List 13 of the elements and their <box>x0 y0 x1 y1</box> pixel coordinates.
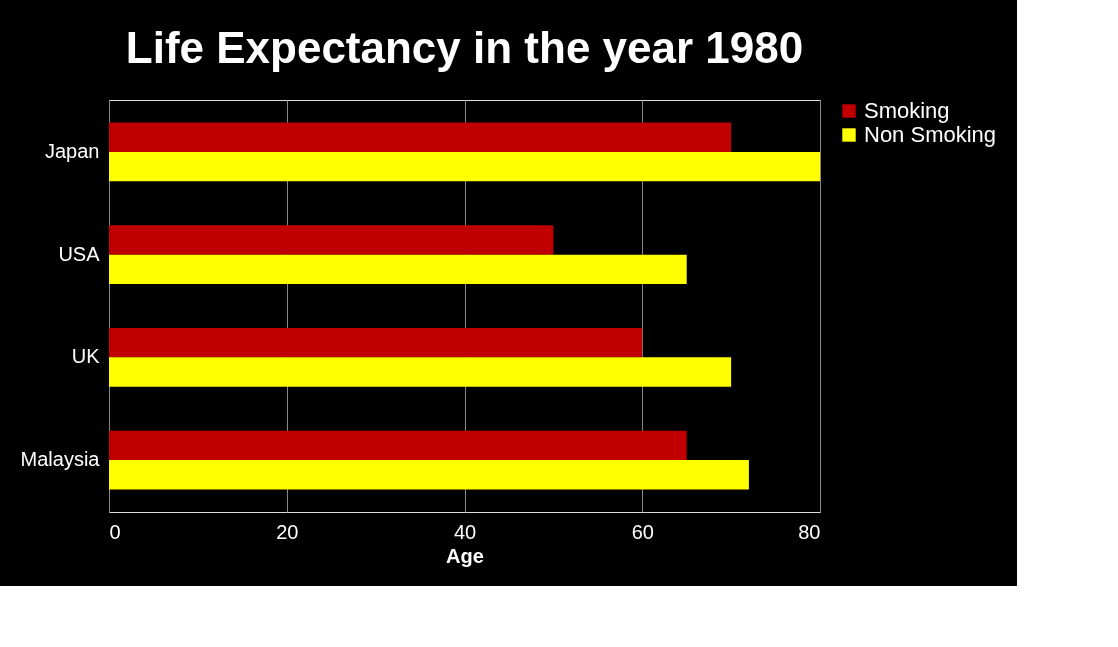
x-tick-label: 0 <box>109 520 121 543</box>
y-tick-label: USA <box>58 242 101 265</box>
y-tick-label: Japan <box>45 139 100 162</box>
x-tick-label: 60 <box>631 520 654 543</box>
chart-title: Life Expectancy in the year 1980 <box>125 23 804 72</box>
x-tick-label: 20 <box>276 520 299 543</box>
x-tick-label: 40 <box>453 520 477 543</box>
x-tick-label: 80 <box>798 520 821 543</box>
x-axis-title: Age <box>446 544 484 567</box>
y-tick-label: UK <box>71 345 101 368</box>
legend-label: Smoking <box>864 98 950 123</box>
y-tick-label: Malaysia <box>20 448 101 471</box>
legend-label: Non Smoking <box>864 122 997 147</box>
